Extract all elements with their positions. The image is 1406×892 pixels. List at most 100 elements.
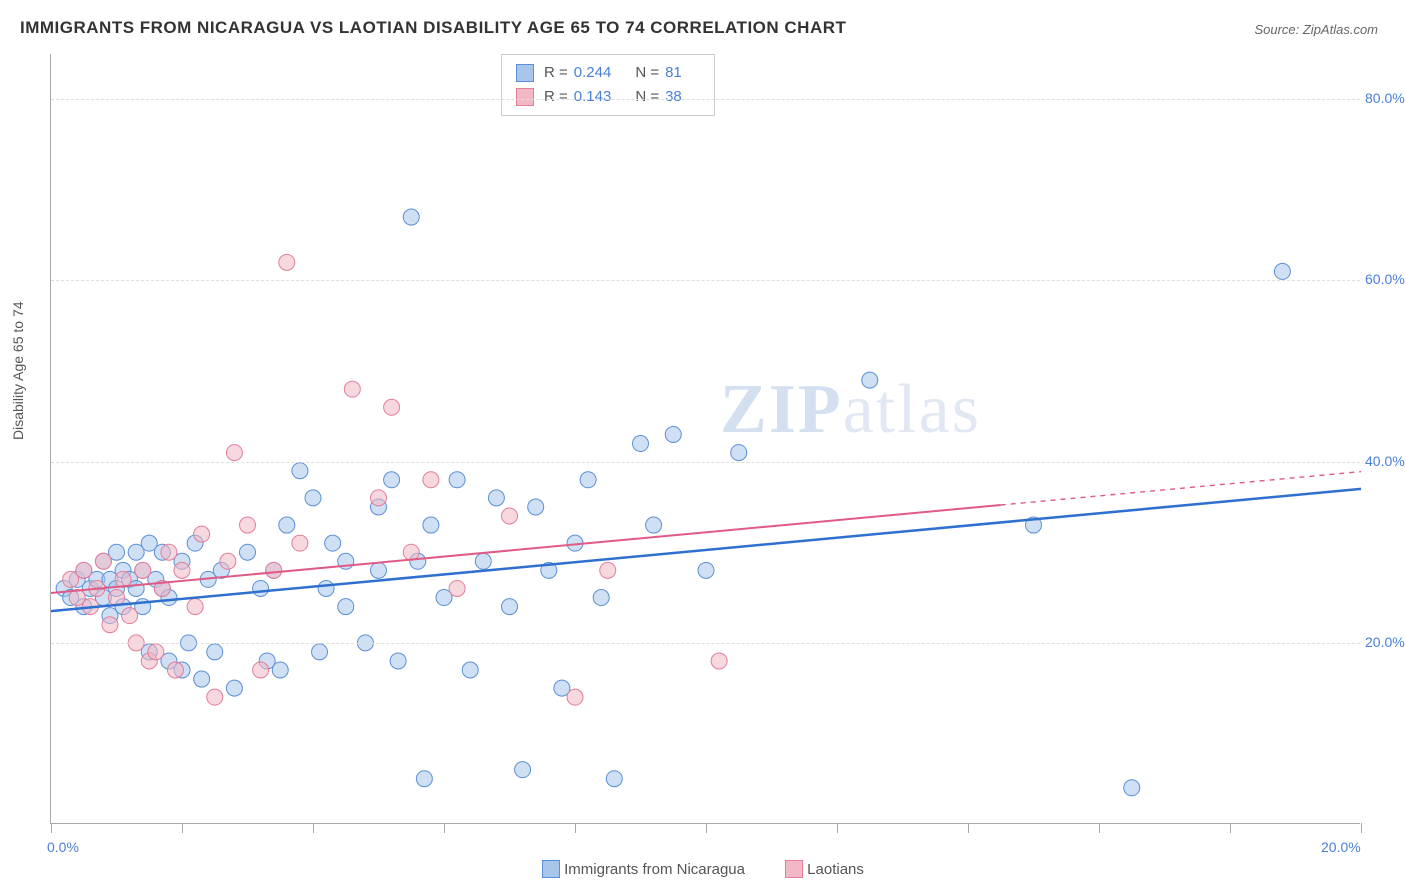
n-value-nicaragua: 81 [665, 61, 682, 85]
legend-row-nicaragua: R = 0.244 N = 81 [516, 61, 700, 85]
x-tick [444, 823, 445, 833]
data-point [109, 590, 125, 606]
x-tick [1361, 823, 1362, 833]
data-point [266, 562, 282, 578]
y-axis-label: Disability Age 65 to 74 [10, 301, 26, 440]
gridline [51, 280, 1360, 281]
r-value-nicaragua: 0.244 [574, 61, 612, 85]
x-tick [313, 823, 314, 833]
data-point [325, 535, 341, 551]
data-point [698, 562, 714, 578]
data-point [226, 445, 242, 461]
data-point [194, 671, 210, 687]
r-label: R = [544, 85, 568, 109]
data-point [593, 590, 609, 606]
data-point [240, 544, 256, 560]
data-point [174, 562, 190, 578]
data-point [567, 689, 583, 705]
x-tick [1230, 823, 1231, 833]
r-label: R = [544, 61, 568, 85]
x-tick [1099, 823, 1100, 833]
gridline [51, 462, 1360, 463]
x-tick [51, 823, 52, 833]
legend-item-laotians: Laotians [785, 860, 864, 878]
data-point [502, 508, 518, 524]
x-tick [575, 823, 576, 833]
data-point [502, 599, 518, 615]
y-tick-label: 20.0% [1365, 634, 1406, 650]
data-point [711, 653, 727, 669]
data-point [220, 553, 236, 569]
data-point [384, 399, 400, 415]
data-point [862, 372, 878, 388]
data-point [292, 535, 308, 551]
data-point [161, 544, 177, 560]
n-value-laotians: 38 [665, 85, 682, 109]
data-point [515, 762, 531, 778]
trend-line-extrapolated [1001, 472, 1361, 505]
data-point [403, 209, 419, 225]
data-point [207, 689, 223, 705]
n-label: N = [635, 61, 659, 85]
x-tick [706, 823, 707, 833]
data-point [305, 490, 321, 506]
data-point [122, 608, 138, 624]
r-value-laotians: 0.143 [574, 85, 612, 109]
series-legend: Immigrants from Nicaragua Laotians [0, 860, 1406, 882]
swatch-laotians-icon [516, 88, 534, 106]
scatter-svg [51, 54, 1360, 823]
data-point [371, 490, 387, 506]
plot-area: R = 0.244 N = 81 R = 0.143 N = 38 20.0%4… [50, 54, 1360, 824]
data-point [253, 580, 269, 596]
data-point [384, 472, 400, 488]
data-point [102, 617, 118, 633]
data-point [240, 517, 256, 533]
data-point [312, 644, 328, 660]
data-point [272, 662, 288, 678]
y-tick-label: 40.0% [1365, 453, 1406, 469]
data-point [371, 562, 387, 578]
y-tick-label: 60.0% [1365, 271, 1406, 287]
source-attribution: Source: ZipAtlas.com [1254, 22, 1378, 37]
data-point [423, 472, 439, 488]
data-point [633, 436, 649, 452]
data-point [600, 562, 616, 578]
data-point [135, 562, 151, 578]
data-point [528, 499, 544, 515]
data-point [423, 517, 439, 533]
data-point [148, 644, 164, 660]
data-point [279, 517, 295, 533]
x-tick [968, 823, 969, 833]
legend-label-nicaragua: Immigrants from Nicaragua [564, 861, 745, 878]
data-point [665, 426, 681, 442]
legend-row-laotians: R = 0.143 N = 38 [516, 85, 700, 109]
data-point [1274, 263, 1290, 279]
chart-title: IMMIGRANTS FROM NICARAGUA VS LAOTIAN DIS… [20, 18, 846, 38]
x-tick-label: 20.0% [1321, 839, 1361, 855]
data-point [279, 254, 295, 270]
x-tick-label: 0.0% [47, 839, 79, 855]
data-point [403, 544, 419, 560]
data-point [390, 653, 406, 669]
swatch-laotians-icon [785, 860, 803, 878]
gridline [51, 99, 1360, 100]
y-tick-label: 80.0% [1365, 90, 1406, 106]
data-point [292, 463, 308, 479]
data-point [731, 445, 747, 461]
data-point [1124, 780, 1140, 796]
data-point [416, 771, 432, 787]
x-tick [182, 823, 183, 833]
data-point [338, 599, 354, 615]
data-point [207, 644, 223, 660]
data-point [226, 680, 242, 696]
data-point [646, 517, 662, 533]
data-point [449, 580, 465, 596]
data-point [167, 662, 183, 678]
correlation-legend: R = 0.244 N = 81 R = 0.143 N = 38 [501, 54, 715, 116]
data-point [95, 553, 111, 569]
data-point [76, 562, 92, 578]
x-tick [837, 823, 838, 833]
data-point [187, 599, 203, 615]
data-point [318, 580, 334, 596]
data-point [606, 771, 622, 787]
